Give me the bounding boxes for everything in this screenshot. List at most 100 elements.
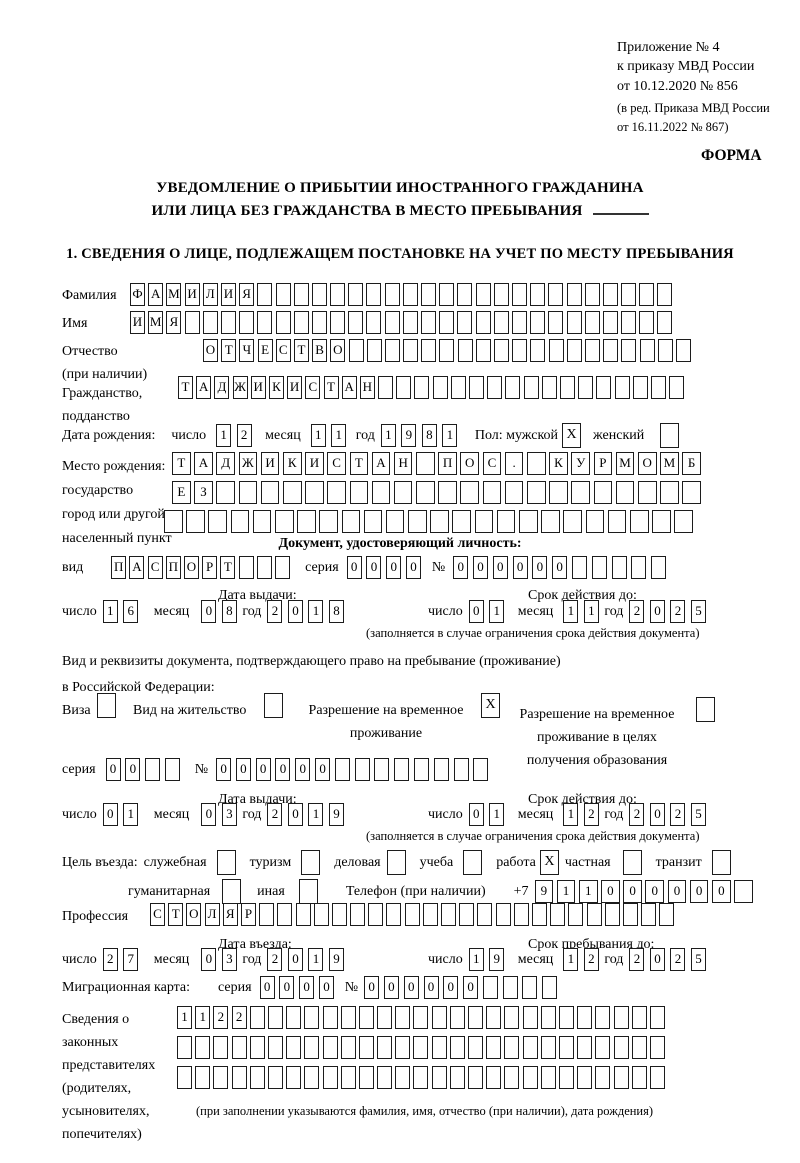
char-cell[interactable]: 0 [255,758,271,781]
char-cell[interactable] [348,283,364,306]
char-cell[interactable] [231,1066,247,1089]
char-cell[interactable] [260,481,280,504]
char-cell[interactable]: 1 [468,948,484,971]
char-cell[interactable] [340,1006,356,1029]
char-cell[interactable]: . [504,452,524,475]
char-cell[interactable]: 1 [578,880,598,903]
char-cell[interactable] [571,481,590,504]
char-cell[interactable]: С [147,556,163,579]
char-cell[interactable] [639,339,655,362]
char-cell[interactable]: Т [349,452,369,475]
char-cell[interactable]: 0 [295,758,311,781]
char-cell[interactable]: 2 [102,948,118,971]
char-cell[interactable]: З [194,481,213,504]
char-cell[interactable]: 2 [213,1006,229,1029]
char-cell[interactable] [304,1066,320,1089]
char-cell[interactable] [348,311,364,334]
char-cell[interactable] [431,1036,447,1059]
char-cell[interactable]: А [194,452,213,475]
char-cell[interactable] [164,758,180,781]
char-cell[interactable] [487,376,503,399]
char-cell[interactable] [550,903,566,926]
char-cell[interactable] [220,311,236,334]
char-cell[interactable] [531,903,547,926]
char-cell[interactable]: 0 [463,976,479,999]
char-cell[interactable]: 0 [125,758,141,781]
char-cell[interactable]: Л [204,903,220,926]
char-cell[interactable]: 0 [216,758,232,781]
char-cell[interactable] [542,976,558,999]
char-cell[interactable]: 3 [221,803,237,826]
char-cell[interactable]: 2 [670,803,686,826]
char-cell[interactable]: М [166,283,182,306]
char-cell[interactable] [652,510,671,533]
char-cell[interactable]: 1 [102,600,118,623]
char-cell[interactable] [639,311,655,334]
char-cell[interactable] [386,903,402,926]
char-cell[interactable] [368,903,384,926]
char-cell[interactable]: К [268,376,284,399]
char-cell[interactable] [438,481,457,504]
char-cell[interactable] [541,376,557,399]
char-cell[interactable] [421,311,436,334]
char-cell[interactable] [631,1066,647,1089]
char-cell[interactable] [566,339,582,362]
char-cell[interactable] [394,758,410,781]
char-cell[interactable] [586,903,602,926]
char-cell[interactable] [504,1006,520,1029]
char-cell[interactable] [603,339,619,362]
purpose-transit-checkbox[interactable] [711,850,731,875]
char-cell[interactable]: 0 [201,803,217,826]
char-cell[interactable]: Т [323,376,339,399]
char-cell[interactable] [504,481,524,504]
char-cell[interactable] [457,311,473,334]
char-cell[interactable] [734,880,753,903]
char-cell[interactable] [577,1036,593,1059]
char-cell[interactable] [669,376,685,399]
char-cell[interactable]: 0 [366,556,382,579]
char-cell[interactable]: 9 [401,424,417,447]
char-cell[interactable]: 9 [328,803,344,826]
char-cell[interactable]: 9 [489,948,505,971]
char-cell[interactable]: 2 [629,948,645,971]
char-cell[interactable]: О [186,903,202,926]
char-cell[interactable]: А [341,376,357,399]
char-cell[interactable] [607,510,627,533]
char-cell[interactable] [622,903,638,926]
char-cell[interactable] [348,339,364,362]
char-cell[interactable] [563,510,582,533]
char-cell[interactable]: С [482,452,502,475]
char-cell[interactable]: 0 [287,948,303,971]
char-cell[interactable]: И [260,452,280,475]
char-cell[interactable] [584,283,600,306]
char-cell[interactable] [621,283,637,306]
char-cell[interactable]: С [327,452,346,475]
char-cell[interactable] [414,758,430,781]
char-cell[interactable]: А [129,556,145,579]
char-cell[interactable] [441,903,456,926]
char-cell[interactable] [377,1036,393,1059]
char-cell[interactable] [621,339,637,362]
char-cell[interactable]: 6 [123,600,139,623]
char-cell[interactable] [408,510,427,533]
char-cell[interactable]: 0 [645,880,665,903]
char-cell[interactable]: 0 [105,758,121,781]
char-cell[interactable]: 0 [472,556,488,579]
char-cell[interactable] [304,1036,320,1059]
char-cell[interactable] [585,510,605,533]
char-cell[interactable]: 0 [552,556,568,579]
temp-residence-education-checkbox[interactable] [696,697,715,722]
char-cell[interactable]: Л [202,283,218,306]
char-cell[interactable] [295,903,311,926]
char-cell[interactable] [216,481,235,504]
char-cell[interactable] [449,1066,465,1089]
sex-male-checkbox[interactable]: X [562,423,582,448]
char-cell[interactable]: 9 [534,880,554,903]
char-cell[interactable] [541,510,560,533]
